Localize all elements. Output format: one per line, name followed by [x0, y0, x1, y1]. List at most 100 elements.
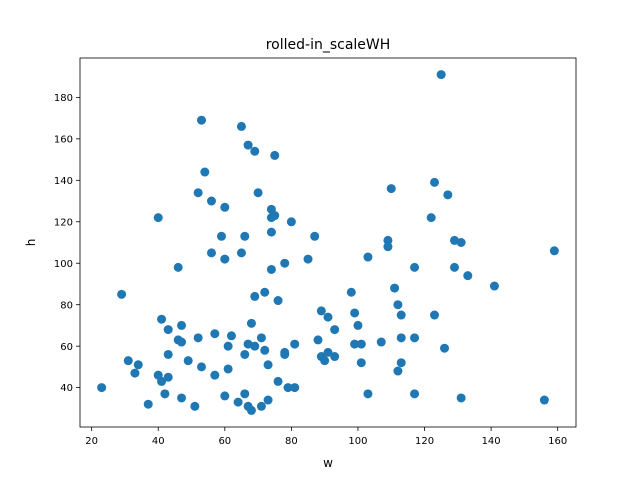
- data-point: [310, 231, 320, 241]
- data-point: [233, 397, 243, 407]
- data-point: [263, 360, 273, 370]
- chart-title: rolled-in_scaleWH: [266, 37, 391, 53]
- data-point: [193, 333, 203, 343]
- data-point: [463, 271, 473, 281]
- data-point: [383, 235, 393, 245]
- data-point: [270, 211, 280, 221]
- x-tick-label: 40: [152, 436, 165, 447]
- data-point: [376, 337, 386, 347]
- data-point: [383, 242, 393, 252]
- data-point: [173, 262, 183, 272]
- data-point: [549, 246, 559, 256]
- data-point: [153, 213, 163, 223]
- data-point: [320, 356, 330, 366]
- data-point: [193, 188, 203, 198]
- data-point: [266, 227, 276, 237]
- data-point: [386, 184, 396, 194]
- y-tick-label: 160: [54, 134, 73, 145]
- data-point: [303, 254, 313, 264]
- x-tick-label: 80: [285, 436, 298, 447]
- data-point: [450, 262, 459, 272]
- data-point: [226, 331, 236, 341]
- data-point: [440, 343, 450, 353]
- y-tick-label: 100: [54, 259, 73, 270]
- y-tick-label: 80: [60, 300, 73, 311]
- data-point: [236, 248, 246, 258]
- data-point: [240, 389, 250, 399]
- data-point: [157, 314, 167, 324]
- data-point: [330, 325, 340, 335]
- data-point: [250, 341, 260, 351]
- data-point: [243, 140, 253, 150]
- data-point: [393, 366, 403, 376]
- data-point: [363, 389, 373, 399]
- data-point: [350, 339, 360, 349]
- y-tick-label: 120: [54, 217, 73, 228]
- y-tick-label: 140: [54, 176, 73, 187]
- data-point: [260, 345, 270, 355]
- data-point: [390, 283, 400, 293]
- x-tick-label: 60: [218, 436, 231, 447]
- data-point: [177, 393, 187, 403]
- data-point: [197, 362, 206, 372]
- y-tick-label: 40: [60, 383, 73, 394]
- x-tick-label: 100: [348, 436, 367, 447]
- data-points: [97, 70, 559, 415]
- x-tick-label: 20: [85, 436, 98, 447]
- data-point: [396, 310, 406, 320]
- data-point: [260, 287, 270, 297]
- data-point: [393, 300, 403, 310]
- data-point: [246, 318, 256, 328]
- data-point: [283, 383, 293, 393]
- data-point: [163, 349, 173, 359]
- data-point: [356, 339, 366, 349]
- data-point: [256, 333, 266, 343]
- data-point: [396, 333, 406, 343]
- data-point: [350, 308, 360, 318]
- data-point: [223, 341, 233, 351]
- data-point: [426, 213, 436, 223]
- data-point: [250, 291, 260, 301]
- data-point: [273, 376, 283, 386]
- data-point: [236, 121, 246, 131]
- data-point: [266, 264, 276, 274]
- data-point: [210, 329, 220, 339]
- data-point: [220, 254, 230, 264]
- y-axis-label: h: [24, 239, 38, 247]
- data-point: [430, 310, 440, 320]
- data-point: [210, 370, 220, 380]
- data-point: [280, 258, 290, 268]
- data-point: [290, 383, 300, 393]
- data-point: [163, 325, 173, 335]
- data-point: [206, 196, 216, 206]
- y-axis-ticks: 40 60 80 100 120 140 160 180: [54, 93, 80, 394]
- data-point: [200, 167, 210, 177]
- data-point: [443, 190, 453, 200]
- data-point: [220, 202, 230, 212]
- data-point: [240, 231, 250, 241]
- data-point: [286, 217, 296, 227]
- data-point: [270, 150, 280, 160]
- data-point: [456, 393, 466, 403]
- data-point: [216, 231, 226, 241]
- data-point: [133, 360, 143, 370]
- y-tick-label: 60: [60, 342, 73, 353]
- data-point: [290, 339, 300, 349]
- data-point: [323, 347, 333, 357]
- data-point: [456, 238, 466, 247]
- data-point: [489, 281, 499, 291]
- data-point: [190, 401, 200, 411]
- data-point: [246, 405, 256, 415]
- data-point: [539, 395, 549, 405]
- data-point: [313, 335, 323, 345]
- data-point: [410, 262, 420, 272]
- y-tick-label: 180: [54, 93, 73, 104]
- data-point: [177, 337, 187, 347]
- data-point: [223, 364, 233, 374]
- data-point: [273, 296, 283, 306]
- data-point: [410, 389, 420, 399]
- x-tick-label: 120: [415, 436, 434, 447]
- data-point: [220, 391, 230, 401]
